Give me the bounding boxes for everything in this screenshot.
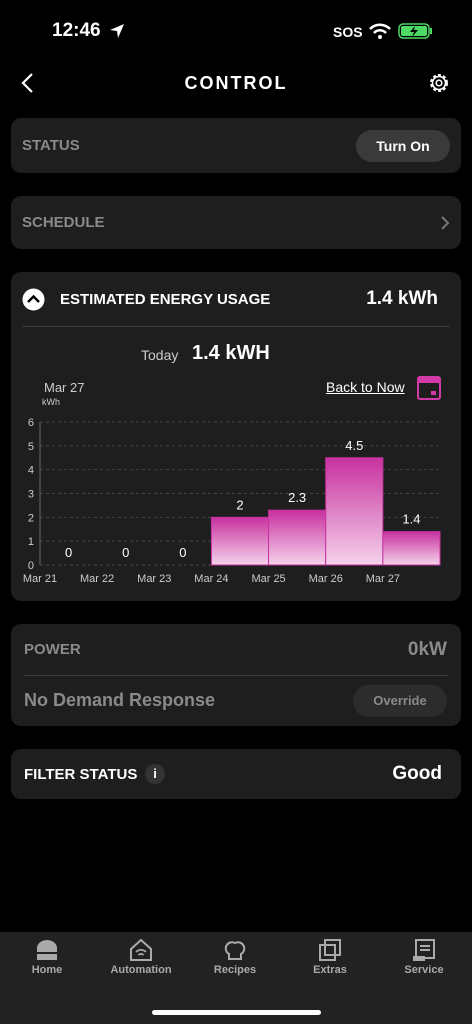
- energy-title: ESTIMATED ENERGY USAGE: [60, 291, 271, 308]
- service-icon: [413, 939, 435, 961]
- divider: [22, 326, 450, 327]
- today-value: 1.4 kWH: [192, 342, 270, 364]
- divider: [24, 675, 448, 676]
- nav-service[interactable]: Service: [377, 932, 471, 976]
- chevron-icon: [441, 216, 450, 230]
- filter-card: FILTER STATUS i Good: [11, 749, 461, 799]
- page-title: CONTROL: [184, 73, 288, 93]
- y-tick-label: 2: [28, 512, 34, 524]
- extras-icon: [319, 939, 341, 961]
- x-tick-label: Mar 22: [80, 573, 114, 585]
- x-tick-label: Mar 21: [23, 573, 57, 585]
- x-tick-label: Mar 26: [309, 573, 343, 585]
- nav-label: Automation: [110, 964, 172, 976]
- recipes-icon: [224, 941, 246, 960]
- y-tick-label: 6: [28, 417, 34, 429]
- home-indicator: [152, 1010, 321, 1015]
- automation-icon: [130, 938, 152, 961]
- home-icon: [37, 940, 57, 960]
- wifi-icon: [369, 23, 391, 39]
- nav-label: Home: [31, 964, 63, 976]
- value-label: 1.4: [402, 512, 420, 527]
- value-label: 4.5: [345, 438, 363, 453]
- sos: SOS: [333, 24, 363, 40]
- x-tick-label: Mar 23: [137, 573, 171, 585]
- nav-label: Extras: [313, 964, 347, 976]
- back-button[interactable]: [18, 72, 38, 94]
- bar: [325, 457, 384, 566]
- y-tick-label: 1: [28, 536, 34, 548]
- nav-label: Recipes: [213, 964, 257, 976]
- location-icon: [110, 24, 124, 38]
- value-label: 2: [236, 497, 243, 512]
- y-tick-label: 4: [28, 465, 34, 477]
- calendar-button[interactable]: [417, 376, 441, 400]
- schedule-label: SCHEDULE: [22, 214, 105, 231]
- status-card: STATUS Turn On: [11, 118, 461, 173]
- status-label: STATUS: [22, 137, 80, 154]
- energy-total: 1.4 kWh: [366, 288, 438, 309]
- y-tick-label: 5: [28, 441, 34, 453]
- clock: 12:46: [52, 20, 101, 41]
- value-label: 0: [65, 545, 72, 560]
- x-tick-label: Mar 25: [251, 573, 285, 585]
- schedule-card[interactable]: SCHEDULE: [11, 196, 461, 249]
- power-label: POWER: [24, 641, 81, 658]
- nav-recipes[interactable]: Recipes: [188, 932, 282, 976]
- x-tick-label: Mar 27: [366, 573, 400, 585]
- turn-on-button[interactable]: Turn On: [356, 130, 450, 162]
- nav-label: Service: [404, 964, 444, 976]
- filter-label: FILTER STATUS: [24, 766, 138, 783]
- date-label: Mar 27: [44, 380, 85, 395]
- value-label: 2.3: [288, 490, 306, 505]
- info-button[interactable]: i: [145, 764, 165, 784]
- bar: [210, 516, 270, 566]
- nav-extras[interactable]: Extras: [283, 932, 377, 976]
- filter-value: Good: [392, 763, 442, 784]
- power-card: POWER 0kW No Demand Response Override: [11, 624, 461, 726]
- today-label: Today: [141, 347, 179, 363]
- back-to-now-link[interactable]: Back to Now: [326, 379, 405, 395]
- nav-automation[interactable]: Automation: [94, 932, 188, 976]
- tab-bar: Home Automation Recipes Extras Service: [0, 932, 472, 1024]
- demand-response: No Demand Response: [24, 690, 216, 710]
- y-tick-label: 0: [28, 560, 34, 572]
- value-label: 0: [179, 545, 186, 560]
- override-button[interactable]: Override: [353, 685, 447, 717]
- y-axis-label: kWh: [42, 397, 60, 407]
- power-value: 0kW: [407, 639, 447, 660]
- settings-button[interactable]: [427, 71, 451, 95]
- battery-icon: [398, 23, 432, 39]
- x-tick-label: Mar 24: [194, 573, 228, 585]
- bar: [268, 509, 327, 566]
- nav-home[interactable]: Home: [0, 932, 94, 976]
- y-tick-label: 3: [28, 489, 34, 501]
- bar: [382, 531, 441, 566]
- value-label: 0: [122, 545, 129, 560]
- collapse-button[interactable]: [22, 288, 45, 311]
